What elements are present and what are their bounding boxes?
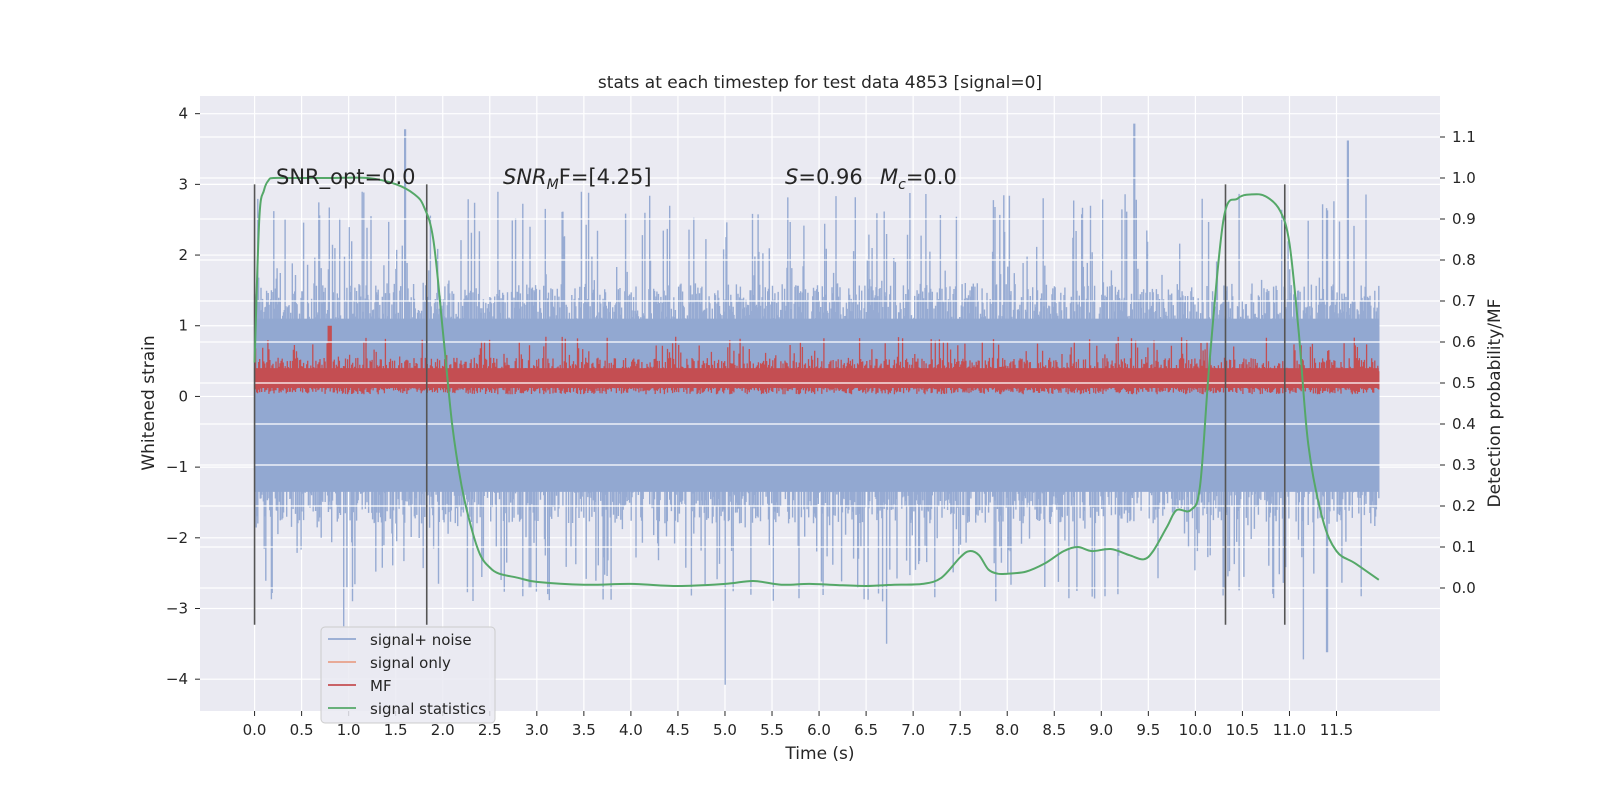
x-tick-label: 0.5 — [290, 721, 314, 739]
x-tick-label: 6.0 — [807, 721, 831, 739]
y-tick-label: 3 — [178, 175, 188, 193]
x-tick-label: 7.5 — [948, 721, 972, 739]
y-tick-label: 0 — [178, 387, 188, 405]
x-tick-label: 3.0 — [525, 721, 549, 739]
x-tick-label: 11.5 — [1320, 721, 1353, 739]
vertical-marker-lines — [253, 184, 1286, 625]
x-tick-label: 10.5 — [1226, 721, 1259, 739]
y-tick-label: −2 — [166, 529, 188, 547]
legend-label-signal-plus-noise: signal+ noise — [370, 631, 472, 649]
y-tick-label: −1 — [166, 458, 188, 476]
x-tick-label: 8.5 — [1042, 721, 1066, 739]
x-tick-label: 3.5 — [572, 721, 596, 739]
mf-core-band — [254, 368, 1379, 388]
y-tick-label: −4 — [166, 670, 188, 688]
y2-tick-label: 0.5 — [1452, 374, 1476, 392]
annotation-snr-opt: SNR_opt=0.0 — [276, 165, 416, 190]
y2-tick-label: 1.0 — [1452, 169, 1476, 187]
y2-axis-ticks: 0.0 0.1 0.2 0.3 0.4 0.5 0.6 0.7 0.8 0.9 1.0 1.1 — [1440, 128, 1476, 597]
legend-label-signal-statistics: signal statistics — [370, 700, 486, 718]
annotation-snr-mf: SNRMF=[4.25] — [503, 165, 652, 193]
x-tick-label: 4.5 — [666, 721, 690, 739]
x-tick-label: 6.5 — [854, 721, 878, 739]
legend-label-mf: MF — [370, 677, 392, 695]
annotation-snr-mf-value: F=[4.25] — [559, 165, 652, 189]
annotation-mc-value: =0.0 — [906, 165, 957, 189]
noise-core-band — [254, 318, 1379, 492]
y2-tick-label: 0.4 — [1452, 415, 1476, 433]
annotation-mc-symbol: M — [880, 165, 898, 189]
y2-tick-label: 0.8 — [1452, 251, 1476, 269]
y2-tick-label: 0.6 — [1452, 333, 1476, 351]
y2-tick-label: 0.2 — [1452, 497, 1476, 515]
x-tick-label: 10.0 — [1179, 721, 1212, 739]
y2-axis-label: Detection probability/MF — [1485, 299, 1505, 508]
y2-gridlines — [200, 136, 1440, 589]
legend-label-signal-only: signal only — [370, 654, 451, 672]
annotation-mc: Mc=0.0 — [880, 165, 957, 193]
legend-box — [320, 626, 496, 724]
annotation-snr-mf-symbol: SNR — [503, 165, 547, 189]
x-tick-label: 8.0 — [995, 721, 1019, 739]
x-tick-label: 9.0 — [1089, 721, 1113, 739]
y2-tick-label: 0.7 — [1452, 292, 1476, 310]
y2-tick-label: 0.0 — [1452, 579, 1476, 597]
y-axis-ticks: −4 −3 −2 −1 0 1 2 3 4 — [166, 105, 200, 688]
y2-tick-label: 0.3 — [1452, 456, 1476, 474]
x-tick-label: 0.0 — [243, 721, 267, 739]
annotation-s: S=0.96 — [785, 165, 863, 189]
x-tick-label: 9.5 — [1136, 721, 1160, 739]
y2-tick-label: 1.1 — [1452, 128, 1476, 146]
y-tick-label: 4 — [178, 105, 188, 123]
x-tick-label: 2.0 — [431, 721, 455, 739]
x-tick-label: 5.0 — [713, 721, 737, 739]
x-tick-label: 7.0 — [901, 721, 925, 739]
series-signal-statistics — [253, 176, 1380, 588]
annotation-mc-subscript: c — [898, 177, 906, 193]
y-axis-label: Whitened strain — [139, 335, 159, 470]
x-tick-label: 1.0 — [337, 721, 361, 739]
x-tick-label: 1.5 — [384, 721, 408, 739]
y2-tick-label: 0.9 — [1452, 210, 1476, 228]
x-axis-label: Time (s) — [784, 744, 854, 764]
annotation-s-value: =0.96 — [798, 165, 862, 189]
y-tick-label: −3 — [166, 600, 188, 618]
x-axis-ticks: 0.0 0.5 1.0 1.5 2.0 2.5 3.0 3.5 4.0 4.5 5.0 5.5 6.0 6… — [243, 711, 1353, 739]
y-tick-label: 2 — [178, 246, 188, 264]
chart-title: stats at each timestep for test data 485… — [598, 73, 1042, 93]
y-tick-label: 1 — [178, 317, 188, 335]
legend: signal+ noise signal only MF signal stat… — [320, 626, 496, 724]
y2-tick-label: 0.1 — [1452, 538, 1476, 556]
annotation-s-symbol: S — [785, 165, 798, 189]
x-tick-label: 2.5 — [478, 721, 502, 739]
annotation-snr-mf-subscript: M — [547, 177, 559, 193]
x-tick-label: 4.0 — [619, 721, 643, 739]
series-signal-plus-noise — [253, 123, 1380, 685]
x-tick-label: 5.5 — [760, 721, 784, 739]
x-tick-label: 11.0 — [1273, 721, 1306, 739]
signal-statistics-line — [253, 176, 1380, 588]
